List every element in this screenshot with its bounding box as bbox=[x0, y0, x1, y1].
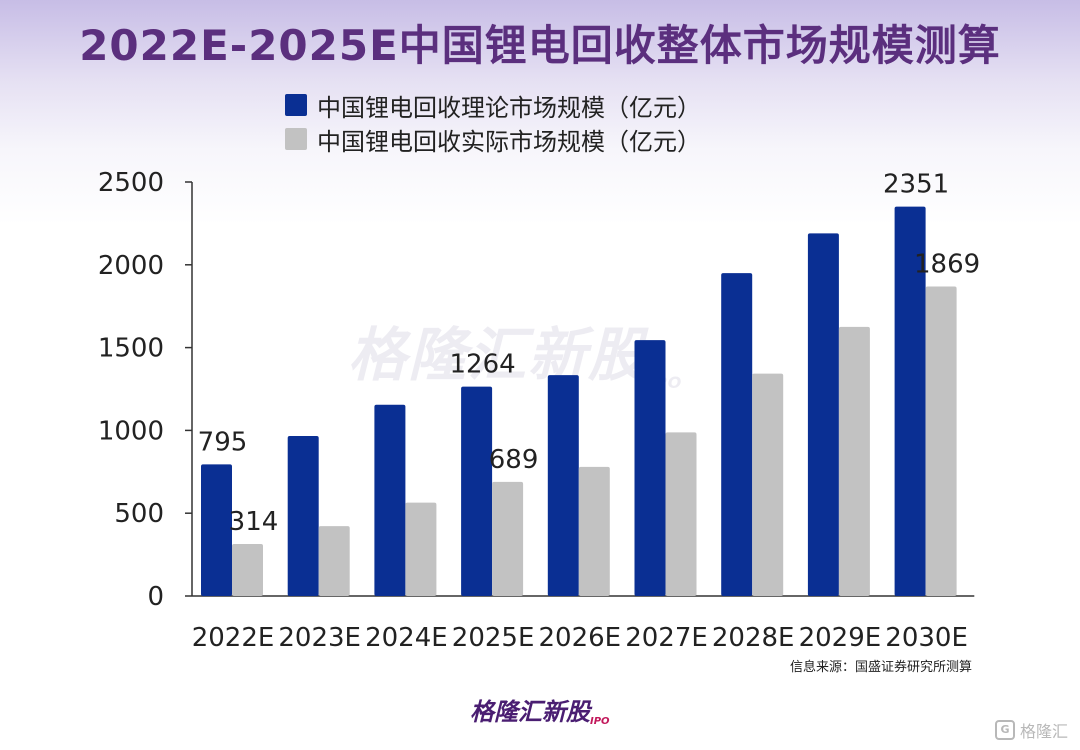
source-note: 信息来源：国盛证券研究所测算 bbox=[789, 660, 972, 675]
x-tick-label-2025E: 2025E bbox=[452, 623, 535, 653]
legend-item-actual: 中国锂电回收实际市场规模（亿元） bbox=[285, 122, 701, 156]
data-label-theoretical-2030E: 2351 bbox=[883, 170, 949, 200]
bar-theoretical-2026E bbox=[547, 375, 579, 596]
bar-theoretical-2022E bbox=[201, 464, 232, 596]
x-tick-label-2026E: 2026E bbox=[538, 623, 621, 653]
bar-actual-2026E bbox=[578, 466, 610, 596]
corner-logo: G 格隆汇 bbox=[994, 718, 1068, 742]
x-tick-label-2030E: 2030E bbox=[885, 623, 968, 653]
data-label-theoretical-2025E: 1264 bbox=[450, 350, 516, 380]
bar-theoretical-2029E bbox=[807, 233, 839, 596]
brand-text: 格隆汇新股 bbox=[470, 698, 590, 726]
bar-actual-2024E bbox=[405, 502, 437, 596]
brand-sub: IPO bbox=[590, 716, 610, 727]
watermark: 格隆汇新股IPO bbox=[348, 308, 682, 392]
bar-theoretical-2023E bbox=[287, 436, 319, 596]
data-label-actual-2025E: 689 bbox=[489, 445, 539, 475]
data-label-actual-2022E: 314 bbox=[229, 507, 279, 537]
y-tick-label-1500: 1500 bbox=[98, 334, 164, 364]
bar-theoretical-2025E bbox=[461, 386, 493, 596]
x-tick-label-2024E: 2024E bbox=[365, 623, 448, 653]
bar-actual-2023E bbox=[318, 526, 350, 596]
x-tick-label-2028E: 2028E bbox=[712, 623, 795, 653]
legend-swatch-actual bbox=[285, 128, 307, 150]
bar-theoretical-2024E bbox=[374, 404, 406, 596]
y-tick-label-2000: 2000 bbox=[98, 251, 164, 281]
brand-logo: 格隆汇新股IPO bbox=[470, 692, 610, 727]
legend-label-theoretical: 中国锂电回收理论市场规模（亿元） bbox=[317, 93, 701, 122]
y-tick-label-0: 0 bbox=[147, 582, 164, 612]
legend-swatch-theoretical bbox=[285, 94, 307, 116]
bar-actual-2029E bbox=[838, 326, 870, 596]
y-tick-label-500: 500 bbox=[114, 499, 164, 529]
legend-label-actual: 中国锂电回收实际市场规模（亿元） bbox=[317, 127, 701, 156]
y-tick-label-2500: 2500 bbox=[98, 168, 164, 198]
bar-actual-2025E bbox=[492, 481, 524, 596]
x-tick-label-2027E: 2027E bbox=[625, 623, 708, 653]
bar-actual-2030E bbox=[925, 286, 957, 596]
x-tick-label-2029E: 2029E bbox=[799, 623, 882, 653]
y-tick-label-1000: 1000 bbox=[98, 416, 164, 446]
corner-logo-icon: G bbox=[994, 720, 1015, 740]
data-label-actual-2030E: 1869 bbox=[914, 249, 980, 279]
chart-title: 2022E-2025E中国锂电回收整体市场规模测算 bbox=[79, 21, 1001, 70]
bar-theoretical-2030E bbox=[894, 206, 926, 597]
bar-actual-2022E bbox=[232, 544, 263, 596]
x-tick-label-2022E: 2022E bbox=[192, 623, 275, 653]
x-tick-label-2023E: 2023E bbox=[278, 623, 361, 653]
legend: 中国锂电回收理论市场规模（亿元） 中国锂电回收实际市场规模（亿元） bbox=[285, 88, 701, 156]
legend-item-theoretical: 中国锂电回收理论市场规模（亿元） bbox=[285, 88, 701, 122]
bar-theoretical-2028E bbox=[721, 273, 753, 596]
corner-logo-text: 格隆汇 bbox=[1019, 722, 1068, 741]
bar-actual-2027E bbox=[665, 432, 697, 596]
bar-actual-2028E bbox=[752, 373, 784, 596]
bar-theoretical-2027E bbox=[634, 340, 666, 596]
data-label-theoretical-2022E: 795 bbox=[198, 427, 248, 457]
watermark-text: 格隆汇新股 bbox=[348, 321, 649, 389]
